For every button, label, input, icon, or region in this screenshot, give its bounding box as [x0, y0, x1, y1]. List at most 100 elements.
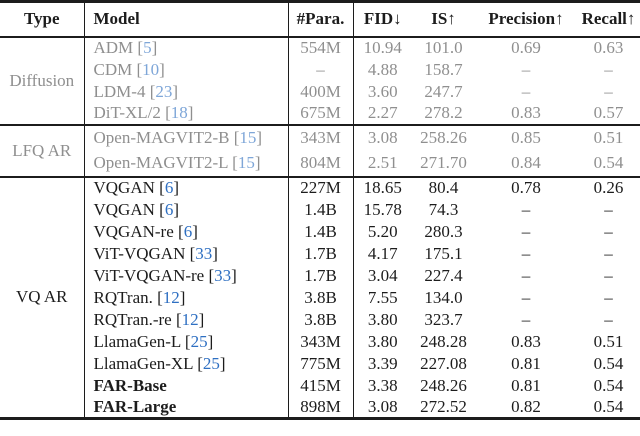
para-cell: 400M	[288, 80, 354, 103]
model-name: VQGAN	[93, 178, 155, 198]
precision-cell: 0.81	[511, 353, 541, 373]
is-cell: 280.3	[424, 221, 463, 241]
citation-bracket: [	[159, 178, 165, 198]
fid-cell: 10.94	[363, 38, 402, 57]
header-type: Type	[0, 1, 85, 38]
model-name: Open-MAGVIT2-B	[93, 128, 230, 147]
citation-number[interactable]: 6	[164, 199, 174, 219]
citation[interactable]: [12]	[176, 310, 204, 329]
precision-cell: –	[521, 81, 531, 101]
model-name: ViT-VQGAN	[93, 243, 186, 263]
type-cell-diffusion: Diffusion	[0, 36, 85, 125]
citation[interactable]: [6]	[178, 222, 198, 241]
citation-number[interactable]: 5	[143, 38, 152, 57]
citation[interactable]: [5]	[137, 38, 157, 57]
citation-bracket: ]	[159, 59, 165, 79]
fid-cell: 3.39	[367, 353, 398, 373]
para-cell: 3.8B	[288, 286, 354, 309]
table-row: FAR-Base [] 415M 3.38 248.26 0.81 0.54	[0, 374, 640, 397]
citation[interactable]: [18]	[165, 103, 193, 122]
citation-bracket: [	[197, 353, 203, 373]
recall-cell: –	[604, 221, 613, 241]
precision-cell: –	[521, 265, 531, 285]
citation-number[interactable]: 6	[164, 178, 174, 198]
citation-number[interactable]: 12	[162, 287, 180, 307]
recall-cell: –	[604, 199, 613, 219]
results-table: Type Model #Para. FID↓ IS↑ Precision↑ Re…	[0, 0, 640, 420]
table-row: DiT-XL/2 [18] 675M 2.27 278.2 0.83 0.57	[0, 102, 640, 125]
citation[interactable]: [25]	[185, 332, 213, 351]
citation[interactable]: [33]	[190, 244, 218, 263]
citation-bracket: ]	[207, 331, 214, 351]
citation-bracket: ]	[173, 199, 179, 219]
precision-cell: 0.78	[475, 175, 577, 199]
citation-bracket: [	[178, 221, 184, 241]
header-row: Type Model #Para. FID↓ IS↑ Precision↑ Re…	[0, 1, 640, 38]
recall-cell: –	[604, 265, 613, 285]
model-name: DiT-XL/2	[93, 103, 161, 122]
citation-bracket: [	[184, 331, 191, 351]
is-cell: 175.1	[424, 243, 463, 263]
model-cell: FAR-Large []	[84, 396, 289, 419]
citation[interactable]: [33]	[208, 266, 236, 285]
para-cell: 343M	[288, 123, 354, 151]
is-cell: 227.08	[420, 353, 467, 373]
citation-number[interactable]: 15	[237, 153, 255, 172]
citation-number[interactable]: 12	[181, 309, 199, 329]
para-cell: 1.7B	[288, 242, 354, 265]
citation-number[interactable]: 10	[142, 59, 160, 79]
citation-bracket: ]	[179, 287, 186, 307]
fid-cell: 3.38	[367, 375, 398, 395]
model-name: FAR-Large	[93, 396, 177, 416]
model-cell: ViT-VQGAN-re [33]	[84, 264, 289, 287]
para-cell: 343M	[288, 330, 354, 353]
citation[interactable]: [6]	[159, 178, 179, 198]
recall-cell: –	[604, 309, 613, 329]
table-row: ViT-VQGAN-re [33] 1.7B 3.04 227.4 – –	[0, 264, 640, 287]
citation[interactable]: [6]	[159, 200, 179, 219]
citation-bracket: ]	[187, 103, 194, 122]
is-cell: 158.7	[424, 59, 463, 79]
is-cell: 80.4	[412, 175, 475, 199]
citation[interactable]: [12]	[157, 288, 185, 307]
recall-cell: 0.51	[577, 123, 640, 151]
citation-bracket: [	[137, 38, 144, 57]
model-name: ADM	[93, 38, 134, 57]
precision-cell: –	[521, 199, 531, 219]
fid-cell: 2.51	[367, 153, 398, 172]
fid-cell: 4.88	[367, 59, 398, 79]
citation[interactable]: [25]	[197, 354, 225, 373]
model-cell: FAR-Base []	[84, 374, 289, 397]
citation-bracket: [	[189, 243, 196, 263]
table-row: CDM [10] – 4.88 158.7 – –	[0, 58, 640, 81]
table-row: LlamaGen-XL [25] 775M 3.39 227.08 0.81 0…	[0, 352, 640, 375]
citation-number[interactable]: 18	[170, 103, 188, 122]
citation-bracket: [	[149, 81, 156, 101]
citation[interactable]: [15]	[234, 128, 262, 147]
table-row: FAR-Large [] 898M 3.08 272.52 0.82 0.54	[0, 396, 640, 419]
citation-bracket: [	[136, 59, 143, 79]
citation-number[interactable]: 25	[190, 331, 208, 351]
recall-cell: –	[604, 243, 613, 263]
citation-bracket: ]	[151, 38, 158, 57]
citation[interactable]: [23]	[150, 82, 178, 101]
para-cell: 898M	[288, 396, 354, 419]
model-cell: RQTran.-re [12]	[84, 308, 289, 331]
citation-number[interactable]: 15	[239, 128, 257, 147]
para-cell: 227M	[288, 175, 354, 199]
citation-bracket: [	[159, 199, 165, 219]
citation-number[interactable]: 33	[195, 243, 213, 263]
citation-number[interactable]: 23	[155, 81, 173, 101]
citation[interactable]: [15]	[232, 153, 260, 172]
is-cell: 258.26	[412, 123, 475, 151]
para-cell: 3.8B	[288, 308, 354, 331]
citation-number[interactable]: 33	[214, 265, 232, 285]
citation-number[interactable]: 25	[202, 353, 220, 373]
citation-number[interactable]: 6	[183, 221, 193, 241]
table-row: LlamaGen-L [25] 343M 3.80 248.28 0.83 0.…	[0, 330, 640, 353]
header-model: Model	[84, 1, 289, 38]
recall-cell: 0.54	[593, 396, 624, 416]
is-cell: 101.0	[424, 38, 463, 57]
citation[interactable]: [10]	[136, 60, 164, 79]
para-cell: 1.4B	[288, 220, 354, 243]
